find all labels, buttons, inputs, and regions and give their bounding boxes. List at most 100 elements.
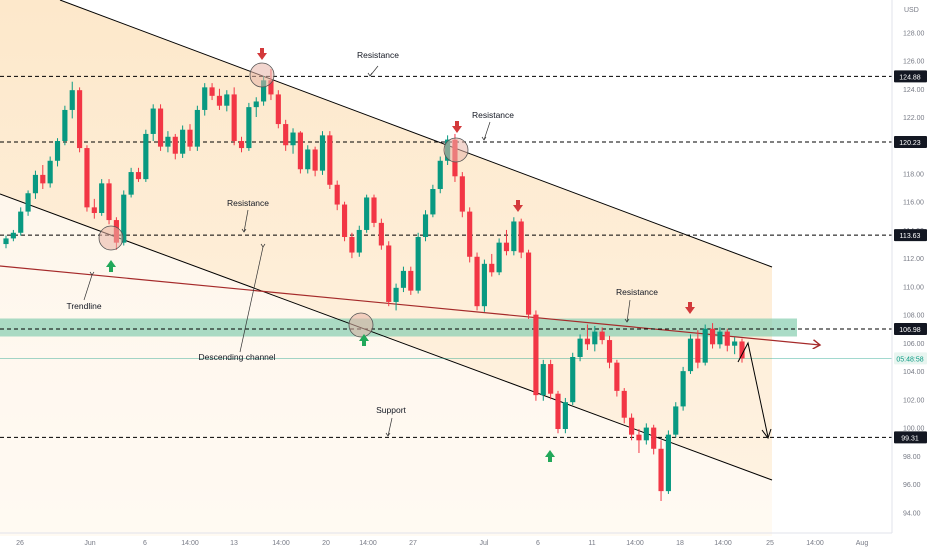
y-tick-label: 100.00: [903, 426, 925, 433]
x-tick-label: Aug: [856, 540, 869, 547]
candle: [165, 131, 171, 153]
candle-body: [268, 80, 274, 95]
annotation-pointer-head: [367, 72, 373, 77]
candle: [629, 413, 635, 441]
y-tick-label: 104.00: [903, 369, 925, 376]
candle: [680, 366, 686, 411]
candle-body: [216, 95, 223, 106]
annotation-label: Resistance: [227, 198, 269, 208]
candle: [503, 229, 510, 256]
candle: [135, 167, 142, 182]
candle-body: [99, 183, 105, 214]
candle: [651, 424, 657, 455]
y-tick-label: 118.00: [903, 171, 924, 178]
candle: [62, 105, 68, 146]
candle: [297, 131, 303, 174]
red-down-arrow-icon: [685, 302, 695, 314]
candle-body: [32, 174, 39, 194]
candle: [327, 131, 333, 190]
candle-body: [621, 390, 627, 418]
price-tag-label: 113.63: [900, 233, 921, 240]
candle-body: [687, 338, 694, 372]
candle: [106, 179, 112, 225]
annotation-pointer: [83, 274, 93, 301]
y-tick-label: 106.00: [903, 341, 925, 348]
candle: [84, 145, 90, 212]
candle: [47, 156, 53, 188]
x-tick-label: 14:00: [272, 540, 290, 547]
candle-body: [408, 270, 414, 291]
annotation-pointer-head: [481, 136, 487, 141]
annotation-label: Descending channel: [198, 352, 275, 362]
candle: [584, 324, 591, 350]
candle-body: [121, 194, 127, 243]
candle-body: [525, 252, 532, 315]
candle: [128, 167, 134, 198]
candle-body: [165, 136, 171, 147]
candle: [665, 430, 671, 494]
candle: [356, 225, 362, 257]
x-tick-label: 27: [409, 540, 417, 547]
x-tick-label: 26: [16, 540, 24, 547]
candle: [489, 253, 495, 277]
candle-body: [40, 174, 46, 184]
candle: [3, 235, 9, 249]
y-tick-label: 126.00: [903, 59, 925, 66]
annotation-label: Trendline: [66, 301, 101, 311]
candle: [187, 124, 193, 151]
candle: [614, 359, 620, 397]
candle: [467, 207, 473, 263]
candle: [606, 335, 613, 369]
candle-body: [84, 148, 90, 208]
candle-body: [10, 232, 16, 239]
candle: [386, 241, 392, 307]
candle: [695, 330, 701, 369]
candle-body: [724, 331, 730, 346]
candle-body: [327, 135, 333, 185]
candle-body: [437, 160, 443, 190]
candle: [91, 198, 97, 219]
candle-body: [47, 160, 53, 184]
candle-body: [3, 238, 9, 245]
candle: [253, 97, 259, 118]
candle: [724, 328, 730, 352]
candle-body: [334, 184, 340, 205]
price-tag-label: 05:48:58: [896, 356, 923, 363]
candle-body: [106, 183, 112, 221]
candle-body: [680, 371, 686, 407]
candle-body: [253, 101, 259, 108]
candle: [709, 323, 716, 349]
candle: [99, 179, 105, 216]
candle-body: [297, 132, 303, 170]
candle-body: [187, 129, 193, 147]
candle-body: [717, 331, 723, 345]
candle-body: [702, 328, 708, 363]
x-tick-label: 14:00: [359, 540, 377, 547]
price-tag-label: 124.88: [899, 74, 921, 81]
candle: [25, 190, 31, 216]
candle: [739, 338, 745, 363]
candle: [400, 266, 407, 293]
annotation-pointer: [387, 417, 393, 437]
candle: [687, 334, 694, 374]
highlight-circle-3: [348, 312, 374, 338]
y-tick-label: 94.00: [903, 510, 921, 517]
candle-body: [18, 211, 24, 233]
candle-body: [467, 211, 473, 257]
candle: [231, 87, 237, 146]
green-up-arrow-icon: [545, 450, 555, 462]
candle-body: [599, 331, 605, 341]
candle: [364, 194, 370, 233]
price-tag-box: [894, 352, 927, 365]
candle: [32, 170, 39, 199]
x-tick-label: 14:00: [714, 540, 732, 547]
candle-body: [202, 87, 208, 110]
y-tick-label: 116.00: [903, 200, 924, 207]
highlight-circle-0: [249, 62, 275, 88]
candle: [577, 334, 583, 362]
candle-body: [157, 108, 164, 147]
y-tick-label: 124.00: [903, 87, 925, 94]
